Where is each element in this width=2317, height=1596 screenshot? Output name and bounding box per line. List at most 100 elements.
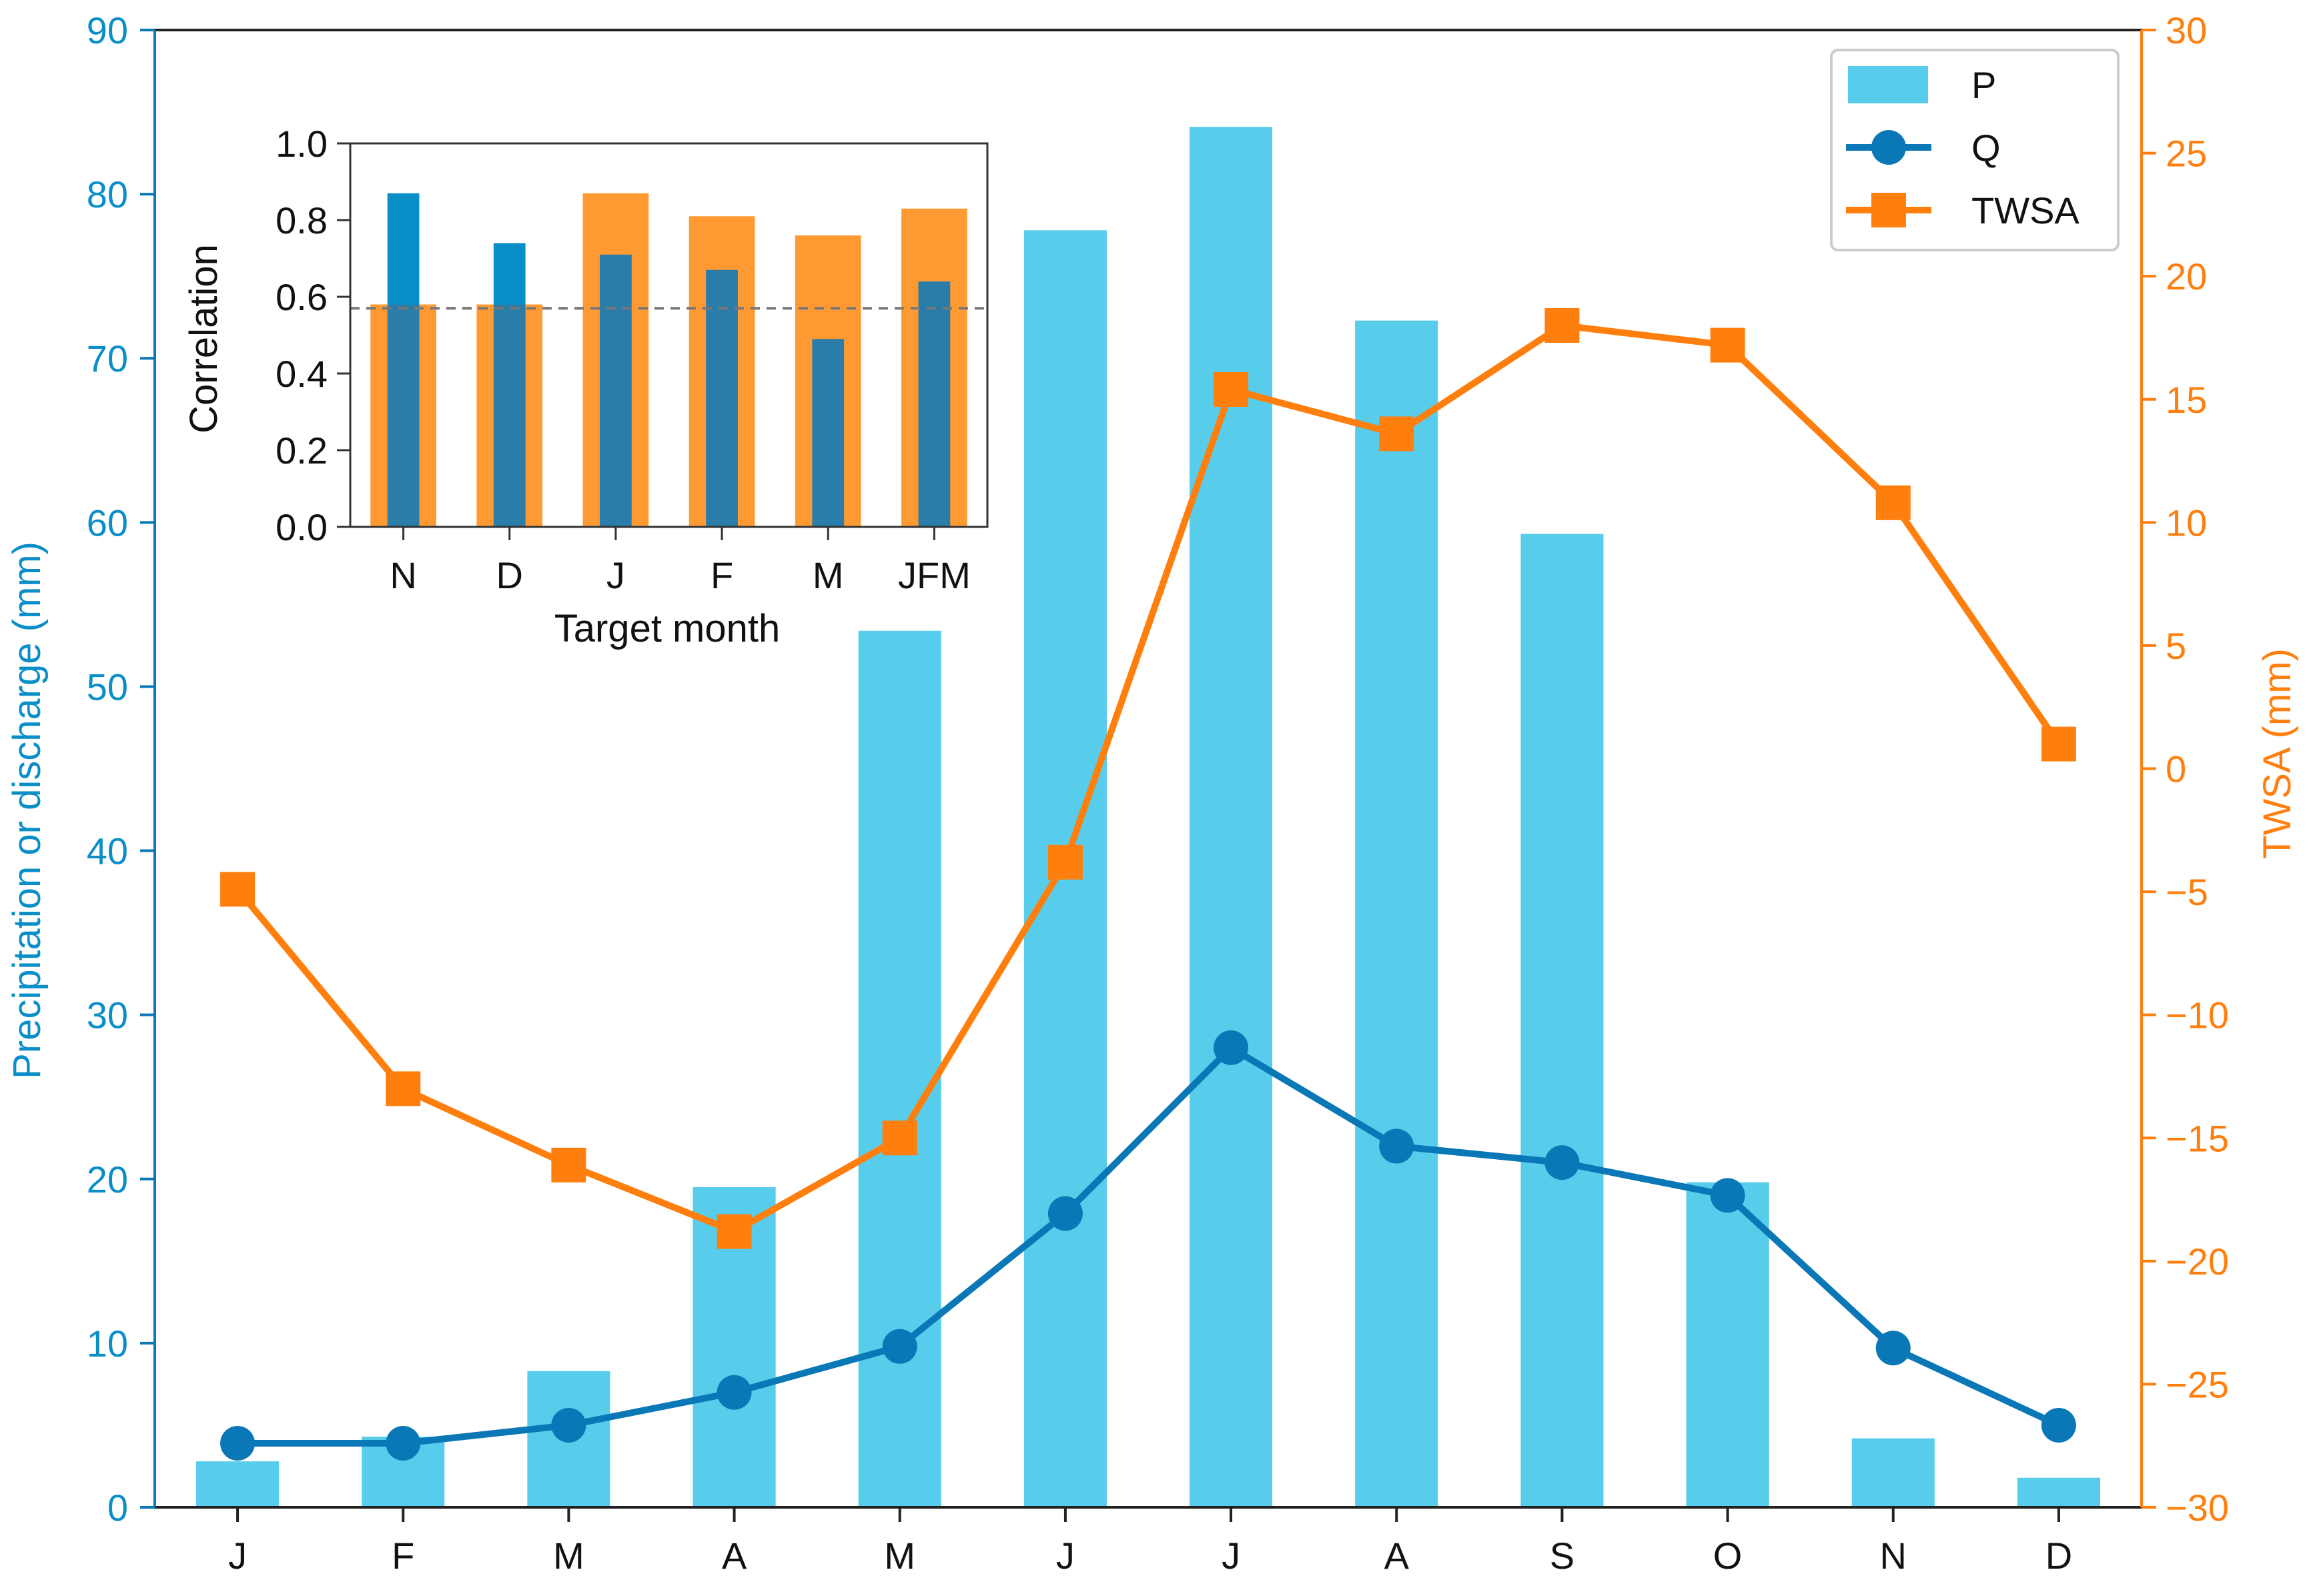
twsa-point — [1875, 485, 1911, 520]
x-tick-label: A — [1384, 1535, 1410, 1577]
inset-x-tick-label: M — [813, 554, 844, 596]
inset-q-bar-F — [706, 269, 738, 527]
inset-x-tick-label: F — [711, 554, 733, 596]
right-y-tick-label: −20 — [2166, 1241, 2229, 1283]
inset-frame — [349, 142, 989, 528]
inset-q-bar-M — [812, 339, 845, 527]
precip-bar-O — [1686, 1182, 1769, 1507]
right-y-tick-label: 0 — [2166, 748, 2186, 790]
twsa-point — [551, 1147, 586, 1182]
precip-bar-M — [858, 630, 941, 1508]
inset-border — [349, 142, 989, 528]
x-tick-label: J — [228, 1535, 247, 1577]
precip-bars — [196, 127, 2100, 1508]
precip-bar-D — [2017, 1477, 2100, 1507]
discharge-point — [882, 1329, 917, 1364]
inset-q-bar-J — [600, 254, 632, 527]
right-y-tick-label: 20 — [2166, 255, 2207, 297]
left-y-tick-label: 80 — [87, 173, 128, 215]
right-y-tick-label: −10 — [2166, 994, 2229, 1036]
twsa-point — [386, 1071, 421, 1106]
precip-bar-J — [196, 1461, 280, 1507]
right-y-tick-label: 30 — [2166, 9, 2207, 51]
precip-bar-S — [1520, 534, 1604, 1508]
legend-swatch-P — [1848, 66, 1928, 103]
twsa-point — [2041, 726, 2076, 762]
left-y-tick-label: 50 — [87, 666, 128, 708]
right-y-tick-label: −25 — [2166, 1363, 2229, 1405]
inset-plot-background — [350, 143, 987, 527]
inset-y-tick-label: 1.0 — [276, 123, 328, 165]
precip-bar-A — [1355, 320, 1438, 1507]
legend-label-TWSA: TWSA — [1971, 189, 2079, 231]
discharge-point — [1875, 1331, 1911, 1366]
legend-swatch-TWSA-marker — [1871, 193, 1906, 227]
twsa-point — [1710, 327, 1745, 363]
twsa-point — [1214, 371, 1249, 407]
twsa-point — [882, 1120, 917, 1156]
right-y-tick-label: 10 — [2166, 502, 2207, 544]
discharge-point — [1544, 1145, 1580, 1180]
right-y-tick-label: −15 — [2166, 1117, 2229, 1159]
right-y-tick-label: 15 — [2166, 379, 2207, 421]
inset-q-bar-JFM — [918, 281, 951, 527]
right-y-tick-label: 5 — [2166, 625, 2186, 667]
inset-y-axis-label: Correlation — [182, 244, 225, 434]
inset-q-bar-D — [493, 304, 526, 527]
main-right-y-ticks: −30 −25 −20 −15 −10 −5 0 5 10 15 20 25 30 — [2142, 9, 2229, 1529]
left-y-tick-label: 90 — [87, 9, 128, 51]
inset-q-bar-N — [387, 304, 420, 527]
inset-y-tick-label: 0.2 — [276, 430, 328, 472]
left-y-tick-label: 20 — [87, 1158, 128, 1201]
x-tick-label: S — [1550, 1535, 1574, 1577]
legend-label-Q: Q — [1971, 127, 2001, 169]
right-y-tick-label: −30 — [2166, 1487, 2229, 1529]
discharge-point — [1047, 1196, 1083, 1231]
legend-label-P: P — [1971, 64, 1996, 106]
left-y-axis-label: Precipitation or discharge (mm) — [5, 542, 49, 1079]
line-series — [220, 308, 2076, 1461]
right-y-tick-label: −5 — [2166, 871, 2208, 913]
inset-q-bar-top-N — [387, 193, 420, 305]
twsa-point — [220, 872, 256, 907]
x-tick-label: F — [392, 1535, 414, 1577]
inset-bars — [350, 193, 987, 527]
x-tick-label: D — [2045, 1535, 2072, 1577]
discharge-point — [1214, 1030, 1249, 1065]
inset-x-tick-label: N — [390, 554, 416, 596]
x-tick-label: M — [884, 1535, 915, 1577]
precip-bar-J — [1190, 127, 1273, 1507]
twsa-point — [1047, 844, 1083, 880]
x-tick-label: M — [553, 1535, 584, 1577]
twsa-point — [1544, 308, 1580, 343]
left-y-tick-label: 70 — [87, 337, 128, 379]
inset-ticks: 0.00.20.40.60.81.0N D J F M JFM — [276, 123, 971, 596]
inset-y-tick-label: 0.6 — [276, 276, 328, 318]
discharge-point — [717, 1375, 752, 1410]
right-y-tick-label: 25 — [2166, 133, 2207, 175]
x-tick-label: O — [1713, 1535, 1743, 1577]
twsa-point — [1379, 416, 1414, 452]
legend: PQ TWSA — [1830, 49, 2120, 251]
right-y-axis-label: TWSA (mm) — [2256, 648, 2299, 859]
legend-swatch-Q-marker — [1871, 130, 1906, 165]
discharge-point — [2041, 1407, 2076, 1443]
discharge-point — [1379, 1128, 1414, 1164]
inset-q-bar-top-D — [493, 243, 526, 305]
discharge-point — [551, 1407, 586, 1443]
left-y-tick-label: 60 — [87, 502, 128, 544]
precip-bar-N — [1851, 1438, 1935, 1507]
x-tick-label: A — [722, 1535, 747, 1577]
left-y-tick-label: 30 — [87, 994, 128, 1036]
inset-y-tick-label: 0.0 — [276, 506, 328, 548]
inset-x-tick-label: JFM — [898, 554, 971, 596]
twsa-point — [717, 1214, 752, 1249]
x-tick-label: J — [1056, 1535, 1075, 1577]
inset-background — [350, 143, 987, 527]
discharge-line — [238, 1044, 2061, 1447]
x-tick-label: N — [1880, 1535, 1907, 1577]
inset-x-tick-label: D — [496, 554, 523, 596]
discharge-point — [1710, 1178, 1745, 1213]
discharge-point — [220, 1426, 256, 1461]
